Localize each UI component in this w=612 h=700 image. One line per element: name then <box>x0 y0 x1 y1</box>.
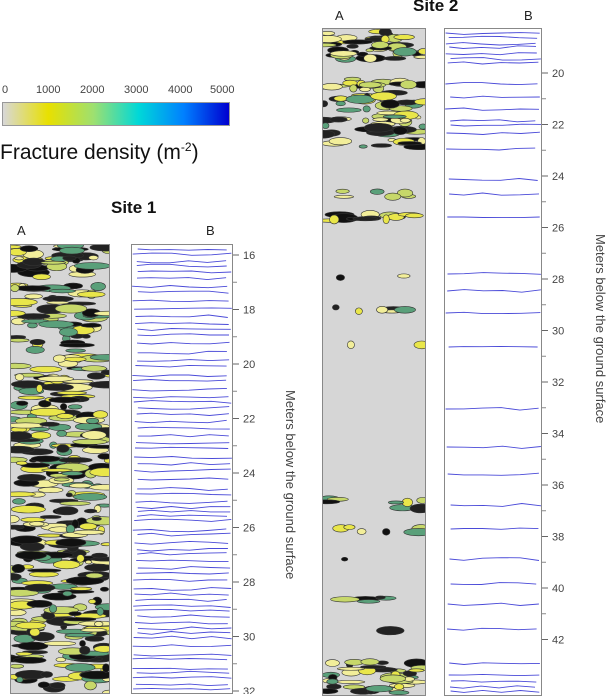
site1-depth-tick-20: 20 <box>243 359 255 371</box>
site1-depth-tick-26: 26 <box>243 523 255 535</box>
site2-depth-tick-40: 40 <box>552 583 564 595</box>
colorbar-tick-4000: 4000 <box>168 84 193 96</box>
site1-density-image <box>11 245 109 693</box>
site1-fracture-trace <box>132 248 232 691</box>
site2-depth-tick-36: 36 <box>552 480 564 492</box>
site2-fracture-trace <box>445 32 541 693</box>
site2-depth-tick-22: 22 <box>552 120 564 132</box>
colorbar-tick-5000: 5000 <box>210 84 235 96</box>
site1-depth-tick-28: 28 <box>243 577 255 589</box>
site2-density-image <box>323 29 425 695</box>
site2-label-b: B <box>524 8 533 23</box>
site2-depth-tick-32: 32 <box>552 377 564 389</box>
site2-depth-tick-30: 30 <box>552 326 564 338</box>
colorbar-tick-3000: 3000 <box>124 84 149 96</box>
site1-depth-tick-18: 18 <box>243 305 255 317</box>
fracture-density-title: Fracture density (m-2) <box>0 140 199 164</box>
site1-depth-axis: 16 18 20 22 24 26 28 30 32 <box>233 250 255 694</box>
colorbar-tick-2000: 2000 <box>80 84 105 96</box>
site1-panel-b <box>131 244 233 694</box>
site2-label-a: A <box>335 8 344 23</box>
site2-depth-tick-20: 20 <box>552 68 564 80</box>
site2-depth-tick-28: 28 <box>552 274 564 286</box>
site2-depth-tick-24: 24 <box>552 171 564 183</box>
colorbar-tick-1000: 1000 <box>36 84 61 96</box>
colorbar-gradient <box>2 102 230 126</box>
site2-title: Site 2 <box>413 0 459 15</box>
site1-depth-tick-32: 32 <box>243 686 255 694</box>
site1-title: Site 1 <box>111 198 157 217</box>
site2-depth-tick-34: 34 <box>552 429 564 441</box>
site2-axis-title: Meters below the ground surface <box>593 234 608 424</box>
site1-depth-tick-30: 30 <box>243 632 255 644</box>
colorbar-tick-0: 0 <box>2 84 9 96</box>
site2-panel-a <box>322 28 426 696</box>
site2-depth-tick-26: 26 <box>552 223 564 235</box>
site1-depth-tick-16: 16 <box>243 250 255 262</box>
site2-panel-b <box>444 28 542 696</box>
site1-depth-tick-22: 22 <box>243 414 255 426</box>
site2-depth-tick-42: 42 <box>552 635 564 647</box>
site1-depth-tick-24: 24 <box>243 468 255 480</box>
site1-label-a: A <box>17 223 26 238</box>
site2-depth-tick-38: 38 <box>552 532 564 544</box>
site2-depth-axis: 20 22 24 26 28 30 32 34 36 38 40 42 <box>542 68 564 647</box>
site1-axis-title: Meters below the ground surface <box>283 390 298 580</box>
site1-label-b: B <box>206 223 215 238</box>
site1-panel-a <box>10 244 110 694</box>
